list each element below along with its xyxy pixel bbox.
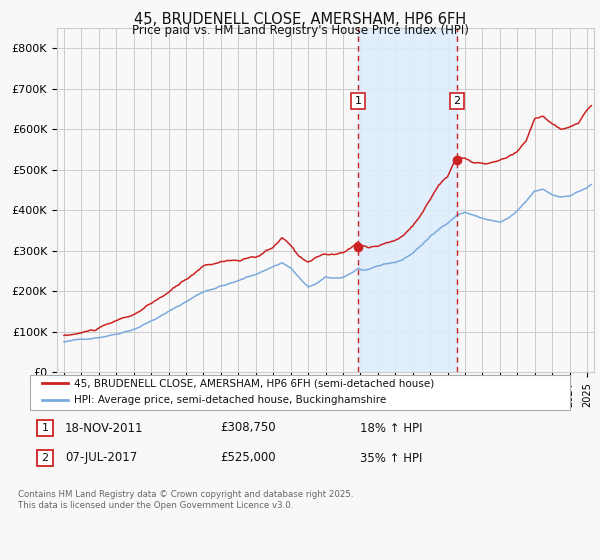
Text: 2: 2 — [41, 453, 49, 463]
Text: £525,000: £525,000 — [220, 451, 275, 464]
Text: 1: 1 — [41, 423, 49, 433]
Text: 35% ↑ HPI: 35% ↑ HPI — [360, 451, 422, 464]
Text: 45, BRUDENELL CLOSE, AMERSHAM, HP6 6FH (semi-detached house): 45, BRUDENELL CLOSE, AMERSHAM, HP6 6FH (… — [74, 378, 434, 388]
Text: 1: 1 — [355, 96, 362, 106]
Text: 18% ↑ HPI: 18% ↑ HPI — [360, 422, 422, 435]
Text: 2: 2 — [453, 96, 460, 106]
Bar — [37, 450, 53, 466]
Text: £308,750: £308,750 — [220, 422, 275, 435]
Text: This data is licensed under the Open Government Licence v3.0.: This data is licensed under the Open Gov… — [18, 501, 293, 510]
Text: 07-JUL-2017: 07-JUL-2017 — [65, 451, 137, 464]
Text: 45, BRUDENELL CLOSE, AMERSHAM, HP6 6FH: 45, BRUDENELL CLOSE, AMERSHAM, HP6 6FH — [134, 12, 466, 27]
Text: 18-NOV-2011: 18-NOV-2011 — [65, 422, 143, 435]
Text: Price paid vs. HM Land Registry's House Price Index (HPI): Price paid vs. HM Land Registry's House … — [131, 24, 469, 36]
Bar — [30, 375, 570, 410]
Text: HPI: Average price, semi-detached house, Buckinghamshire: HPI: Average price, semi-detached house,… — [74, 395, 386, 405]
Bar — [358, 28, 457, 372]
Bar — [37, 420, 53, 436]
Text: Contains HM Land Registry data © Crown copyright and database right 2025.: Contains HM Land Registry data © Crown c… — [18, 490, 353, 499]
